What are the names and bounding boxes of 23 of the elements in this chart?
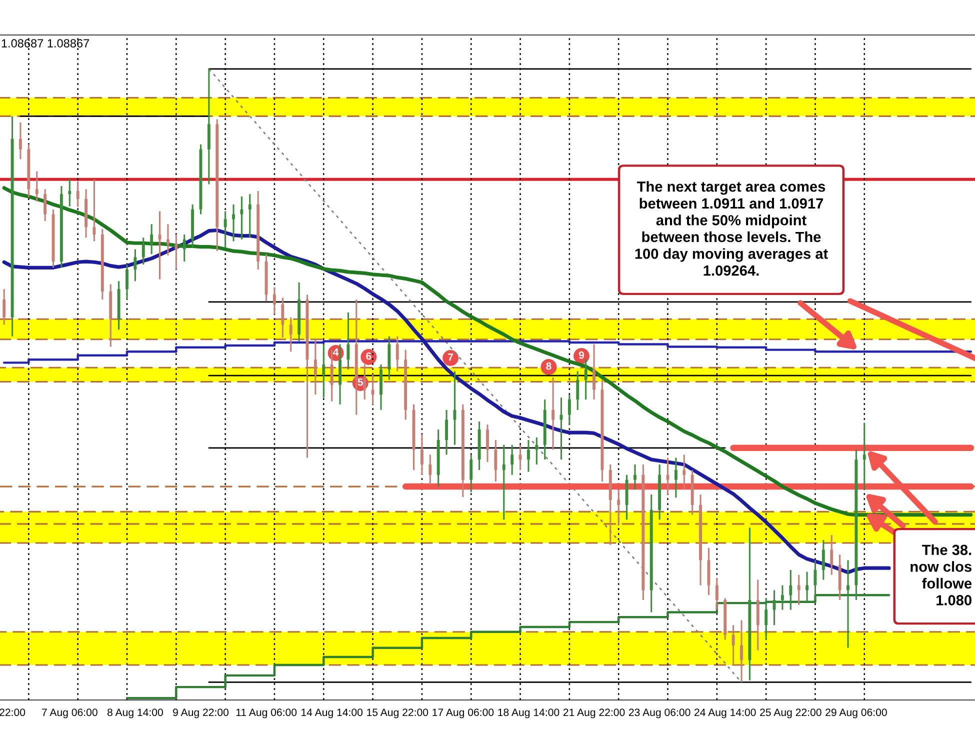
- x-tick-label: 8 Aug 14:00: [107, 708, 163, 718]
- x-tick-label: 18 Aug 14:00: [498, 708, 560, 718]
- annotation: 6: [366, 352, 372, 360]
- x-tick-label: 24 Aug 14:00: [694, 708, 756, 718]
- text: 1.08687 1.08867: [2, 39, 90, 48]
- x-tick-label: 23 Aug 06:00: [628, 708, 690, 718]
- annotation: 8: [546, 362, 552, 370]
- x-tick-label: 25 Aug 22:00: [760, 708, 822, 718]
- annotation: 7: [448, 354, 453, 361]
- annotation: 4: [333, 348, 339, 356]
- x-tick-label: 29 Aug 06:00: [826, 708, 887, 718]
- annotation: 9: [578, 351, 584, 359]
- x-tick-label: 17 Aug 06:00: [432, 708, 494, 718]
- annotation: The next target area comes between 1.0911 and 1.0917 and the 50% midpoint between those levels. The 100 day moving averages at 1.09264.: [635, 181, 828, 276]
- x-tick-label: 14 Aug 14:00: [302, 708, 363, 718]
- x-tick-label: 15 Aug 22:00: [367, 708, 428, 718]
- annotation: The 38. now clos followe 1.080: [910, 544, 972, 606]
- x-tick-label: 9 Aug 22:00: [173, 708, 228, 718]
- x-tick-label: 21 Aug 22:00: [563, 708, 625, 718]
- annotation: 5: [358, 378, 363, 386]
- x-tick-label: 7 Aug 06:00: [42, 708, 98, 718]
- x-tick-label: 11 Aug 06:00: [236, 708, 297, 718]
- x-tick-label: 22:00: [0, 708, 26, 716]
